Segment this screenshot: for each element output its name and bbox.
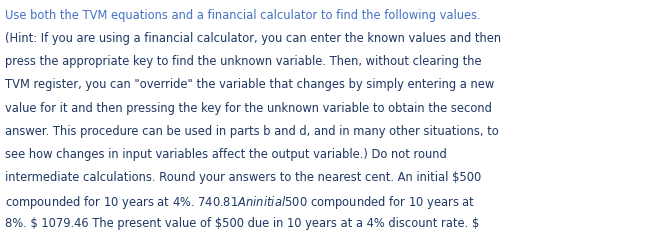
Text: 8%. $ 1079.46 The present value of $500 due in 10 years at a 4% discount rate. $: 8%. $ 1079.46 The present value of $500 … — [5, 217, 480, 230]
Text: press the appropriate key to find the unknown variable. Then, without clearing t: press the appropriate key to find the un… — [5, 55, 482, 68]
Text: see how changes in input variables affect the output variable.) Do not round: see how changes in input variables affec… — [5, 148, 447, 161]
Text: compounded for 10 years at 4%. $ 740.81 An initial $500 compounded for 10 years : compounded for 10 years at 4%. $ 740.81 … — [5, 194, 476, 211]
Text: Use both the TVM equations and a financial calculator to find the following valu: Use both the TVM equations and a financi… — [5, 9, 481, 22]
Text: TVM register, you can "override" the variable that changes by simply entering a : TVM register, you can "override" the var… — [5, 78, 494, 91]
Text: value for it and then pressing the key for the unknown variable to obtain the se: value for it and then pressing the key f… — [5, 102, 492, 114]
Text: intermediate calculations. Round your answers to the nearest cent. An initial $5: intermediate calculations. Round your an… — [5, 171, 481, 184]
Text: answer. This procedure can be used in parts b and d, and in many other situation: answer. This procedure can be used in pa… — [5, 125, 499, 137]
Text: (Hint: If you are using a financial calculator, you can enter the known values a: (Hint: If you are using a financial calc… — [5, 32, 502, 45]
